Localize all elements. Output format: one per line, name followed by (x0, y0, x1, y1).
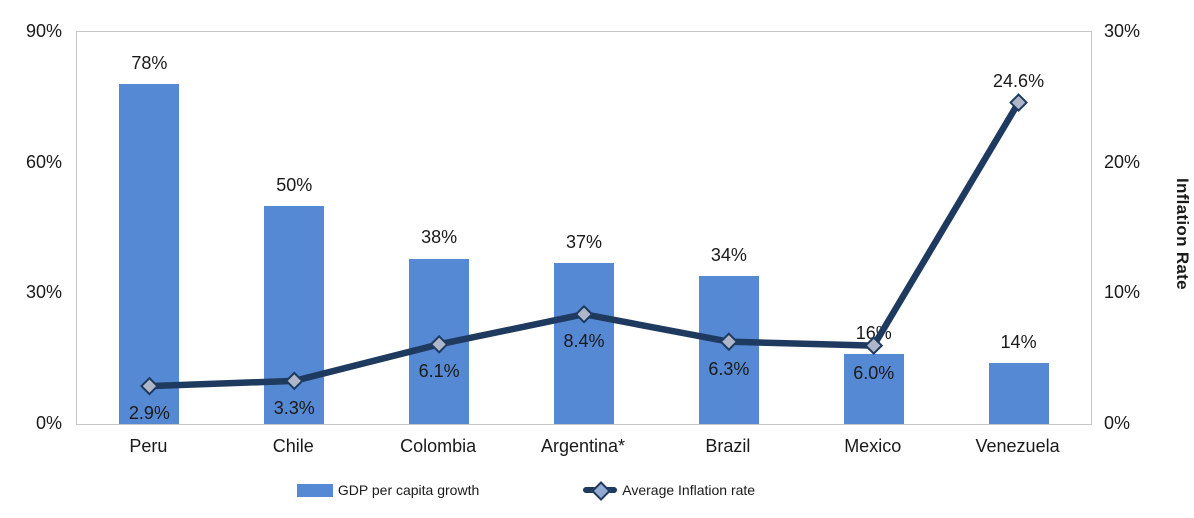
left-axis-tick: 0% (35, 413, 62, 433)
category-label: Venezuela (975, 436, 1060, 456)
legend-line-marker-icon (583, 481, 618, 501)
diamond-marker-icon (284, 371, 304, 391)
diamond-marker-icon (429, 334, 449, 354)
legend-inflation-label: Average Inflation rate (622, 482, 756, 498)
line-value-label: 8.4% (563, 331, 605, 352)
left-axis-tick: 30% (25, 282, 62, 303)
right-axis-tick: 10% (1104, 282, 1141, 303)
right-axis-title: Inflation Rate (1173, 178, 1192, 290)
diamond-marker-icon (719, 332, 739, 352)
bar-value-label: 14% (1000, 332, 1037, 353)
line-value-label: 6.1% (418, 361, 460, 382)
diamond-marker-icon (140, 376, 159, 396)
category-label: Colombia (400, 436, 477, 456)
legend-bar-swatch-icon (296, 483, 333, 497)
right-axis-tick: 0% (1104, 413, 1131, 433)
category-label: Argentina* (540, 436, 626, 456)
category-label: Mexico (844, 436, 902, 456)
bar (988, 363, 1049, 424)
line-value-label: 3.3% (273, 397, 315, 418)
left-axis-tick: 90% (25, 21, 62, 41)
bar (554, 262, 614, 424)
legend-item-inflation: Average Inflation rate (583, 481, 756, 501)
bar-value-label: 34% (710, 244, 747, 265)
diamond-marker-icon (1009, 93, 1028, 112)
category-label: Peru (129, 436, 168, 456)
bar-value-label: 37% (565, 231, 603, 252)
bar (843, 354, 904, 424)
bar-value-label: 38% (421, 227, 458, 248)
right-axis-tick: 20% (1104, 151, 1141, 172)
right-axis-tick: 30% (1104, 21, 1141, 41)
bar-value-label: 50% (276, 175, 313, 196)
plot-area: 78% 50% 38% 37% 34% 16% 14% 2.9% 3.3% 6.1% 8.4% 6.3… (76, 31, 1092, 425)
legend-gdp-label: GDP per capita growth (337, 482, 480, 498)
diamond-marker-icon (864, 336, 884, 356)
bar (119, 84, 180, 424)
diamond-marker-icon (574, 304, 594, 324)
category-label: Chile (272, 436, 314, 456)
legend-item-gdp: GDP per capita growth (296, 482, 480, 498)
bar-value-label: 78% (131, 53, 168, 74)
line-value-label: 6.0% (853, 362, 895, 383)
line-value-label: 2.9% (128, 403, 170, 424)
left-axis-tick: 60% (25, 151, 62, 172)
line-value-label: 24.6% (993, 70, 1045, 91)
line-value-label: 6.3% (708, 358, 750, 379)
legend: GDP per capita growth Average Inflation … (0, 481, 1052, 501)
legend-diamond-icon (591, 481, 612, 501)
inflation-line-series (140, 93, 1028, 396)
category-label: Brazil (705, 436, 751, 456)
